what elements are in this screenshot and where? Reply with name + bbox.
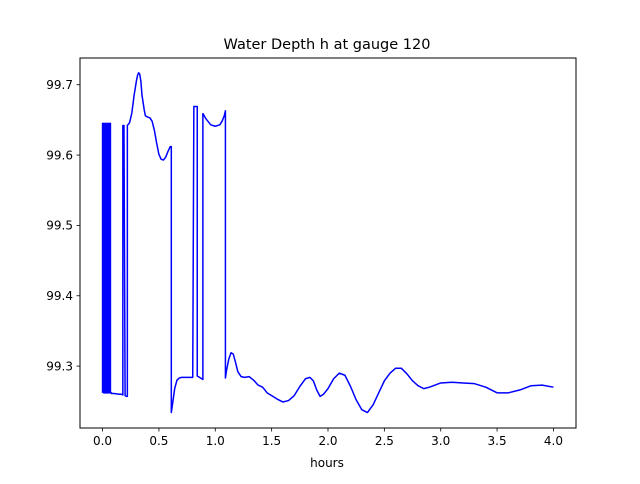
x-tick-label: 3.0 — [431, 434, 450, 448]
x-tick-label: 2.0 — [318, 434, 337, 448]
x-tick-label: 2.5 — [375, 434, 394, 448]
series-line-0 — [101, 72, 554, 414]
x-axis-label: hours — [310, 456, 344, 470]
x-tick-label: 4.0 — [544, 434, 563, 448]
x-axis: 0.0 0.5 1.0 1.5 2.0 2.5 3.0 3.5 4.0 — [93, 428, 563, 448]
x-tick-label: 3.5 — [488, 434, 507, 448]
y-axis: 99.3 99.4 99.5 99.6 99.7 — [46, 78, 80, 373]
y-tick-label: 99.7 — [46, 78, 73, 92]
y-tick-label: 99.6 — [46, 148, 73, 162]
x-tick-label: 0.5 — [149, 434, 168, 448]
x-tick-label: 1.0 — [206, 434, 225, 448]
chart-title: Water Depth h at gauge 120 — [224, 37, 431, 53]
x-tick-label: 1.5 — [262, 434, 281, 448]
y-tick-label: 99.3 — [46, 359, 73, 373]
series-layer — [101, 72, 554, 414]
y-tick-label: 99.4 — [46, 289, 73, 303]
y-tick-label: 99.5 — [46, 219, 73, 233]
x-tick-label: 0.0 — [93, 434, 112, 448]
plot-area — [80, 58, 576, 428]
